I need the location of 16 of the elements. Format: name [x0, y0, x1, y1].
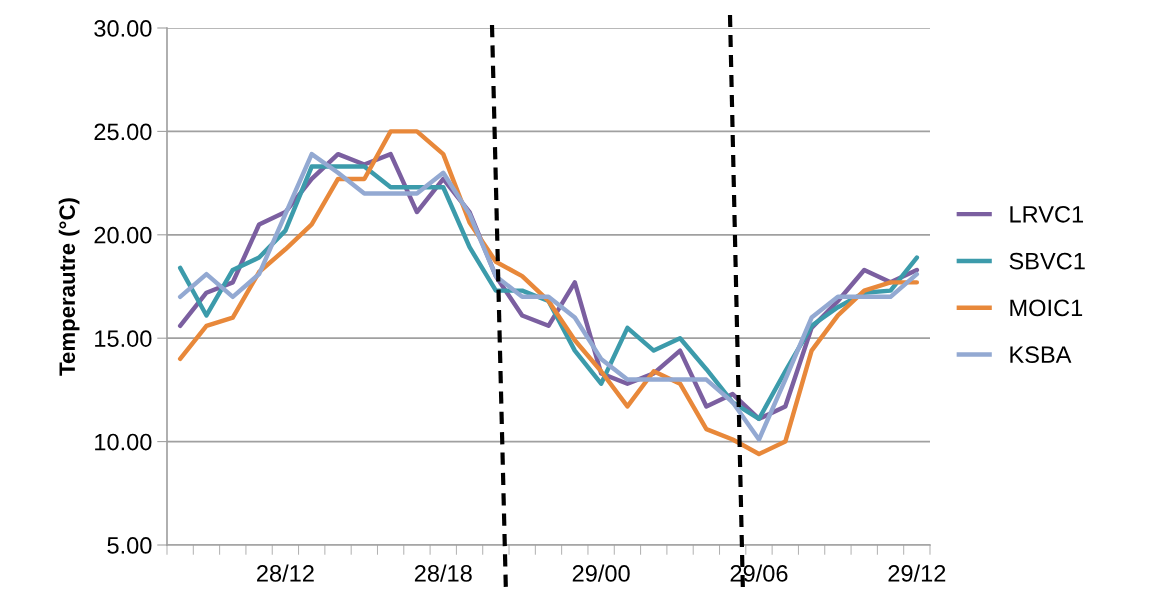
y-axis-title: Temperautre (°C) [58, 198, 80, 376]
legend-label: MOIC1 [1010, 299, 1083, 317]
y-tick-label: 10.00 [95, 433, 152, 451]
y-tick-label: 15.00 [95, 330, 152, 347]
y-tick-label: 30.00 [94, 20, 152, 37]
x-tick-label: 28/12 [257, 564, 314, 582]
legend-label: SBVC1 [1009, 252, 1085, 270]
y-tick-label: 20.00 [94, 226, 152, 244]
y-tick-label: 5.00 [107, 537, 152, 554]
legend-label: KSBA [1010, 346, 1072, 364]
x-tick-label: 29/00 [572, 564, 630, 582]
x-tick-label: 28/18 [414, 564, 472, 582]
legend-label: LRVC1 [1010, 205, 1084, 223]
y-tick-label: 25.00 [94, 123, 152, 141]
x-tick-label: 29/06 [730, 564, 788, 582]
x-tick-label: 29/12 [888, 564, 946, 582]
